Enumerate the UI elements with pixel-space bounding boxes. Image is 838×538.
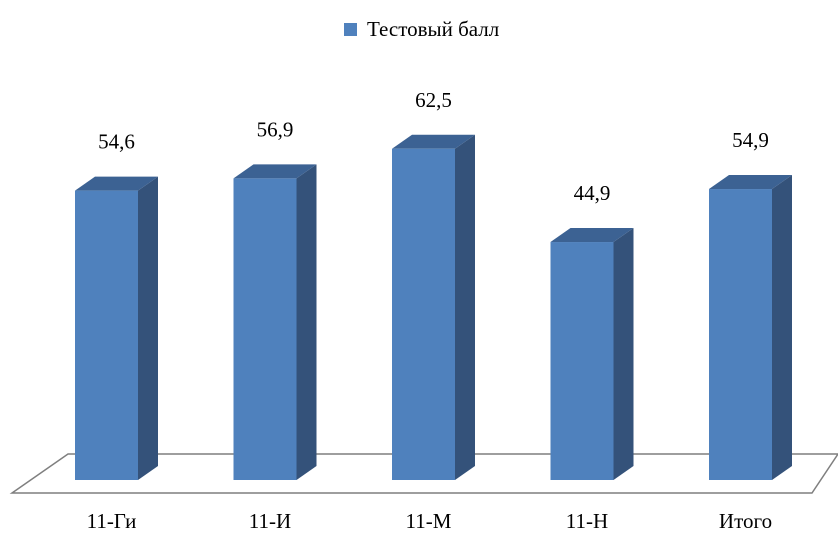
bar-top (233, 164, 317, 179)
bars (75, 134, 792, 480)
bar-top (392, 134, 475, 149)
legend-swatch (344, 22, 357, 36)
bar (709, 175, 792, 480)
data-label: 54,6 (98, 130, 135, 154)
category-label: 11-Ги (87, 509, 137, 533)
category-label: Итого (719, 509, 772, 533)
bar-front (233, 178, 297, 480)
category-label: 11-М (406, 509, 452, 533)
data-label: 54,9 (732, 128, 769, 152)
bar-front (550, 242, 614, 480)
bar-side (613, 228, 634, 480)
bar-front (75, 190, 138, 480)
legend: Тестовый балл (344, 14, 499, 44)
bar-top (709, 175, 792, 190)
bar-side (138, 176, 158, 480)
category-labels: 11-Ги 11-И 11-М 11-Н Итого (87, 509, 772, 533)
bar-top (75, 176, 158, 191)
bar (550, 228, 634, 480)
category-label: 11-Н (566, 509, 608, 533)
data-label: 56,9 (257, 117, 294, 141)
bar (75, 176, 158, 480)
bar-side (455, 134, 475, 480)
bar-front (392, 148, 455, 480)
data-label: 44,9 (574, 181, 611, 205)
data-label: 62,5 (415, 88, 452, 112)
bar-top (550, 228, 634, 243)
bar-front (709, 189, 772, 480)
legend-label: Тестовый балл (367, 16, 500, 41)
bar-side (296, 164, 317, 480)
value-labels: 54,6 56,9 62,5 44,9 54,9 (98, 88, 769, 205)
bar (392, 134, 475, 480)
bar (233, 164, 317, 480)
bar-side (772, 175, 792, 480)
category-label: 11-И (249, 509, 291, 533)
